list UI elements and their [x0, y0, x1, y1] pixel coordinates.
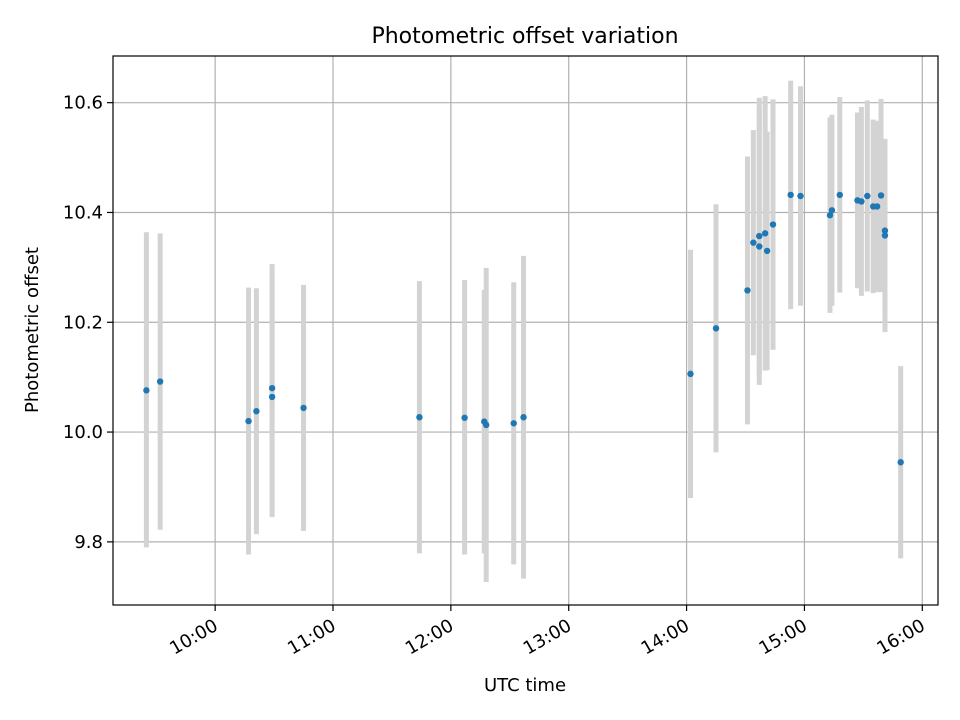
data-point	[761, 230, 769, 237]
y-tick-label: 10.0	[63, 422, 103, 443]
data-point	[300, 404, 307, 412]
x-tick-label: 16:00	[873, 615, 928, 659]
data-point	[744, 287, 751, 294]
data-point	[877, 192, 885, 199]
data-point	[156, 378, 164, 385]
data-point	[268, 393, 276, 401]
data-point	[763, 247, 771, 255]
data-point	[897, 459, 904, 466]
plot-area-frame	[112, 55, 939, 606]
data-point	[881, 232, 889, 239]
y-axis-ticks: 9.8 10.0 10.2 10.4 10.6	[63, 93, 113, 553]
x-axis-ticks: 10:00 11:00 12:00 13:00 14:00 15:00 16:00	[166, 605, 929, 659]
data-point	[858, 198, 865, 205]
error-bars	[143, 80, 904, 582]
data-point	[712, 325, 720, 332]
data-point	[520, 414, 527, 421]
data-point	[756, 232, 763, 240]
x-tick-label: 13:00	[520, 615, 575, 659]
data-point	[483, 421, 490, 429]
x-tick-label: 14:00	[638, 615, 693, 659]
data-point	[787, 191, 794, 199]
data-point	[510, 420, 517, 427]
data-point	[826, 212, 834, 219]
x-tick-label: 11:00	[284, 615, 339, 659]
y-tick-label: 9.8	[74, 532, 103, 553]
data-point	[416, 414, 423, 421]
data-point	[797, 192, 804, 200]
x-tick-label: 12:00	[402, 615, 457, 659]
data-point	[756, 243, 763, 250]
data-point	[769, 221, 777, 228]
data-point	[836, 191, 843, 199]
data-point	[253, 408, 260, 415]
x-tick-label: 10:00	[166, 615, 221, 659]
data-point	[864, 192, 871, 200]
data-point	[750, 239, 757, 246]
x-tick-label: 15:00	[756, 615, 811, 659]
data-point	[245, 417, 252, 425]
y-axis-label: Photometric offset	[22, 247, 43, 413]
y-tick-label: 10.6	[63, 93, 103, 114]
data-point	[881, 227, 889, 234]
data-point	[268, 384, 276, 392]
y-tick-label: 10.4	[63, 202, 103, 223]
data-point	[143, 387, 150, 394]
data-point	[687, 370, 694, 378]
data-point	[461, 414, 468, 421]
data-points	[143, 191, 904, 466]
data-point	[828, 207, 836, 214]
x-axis-label: UTC time	[484, 675, 566, 696]
chart-title: Photometric offset variation	[371, 24, 678, 49]
y-tick-label: 10.2	[63, 312, 103, 333]
data-point	[873, 203, 881, 210]
